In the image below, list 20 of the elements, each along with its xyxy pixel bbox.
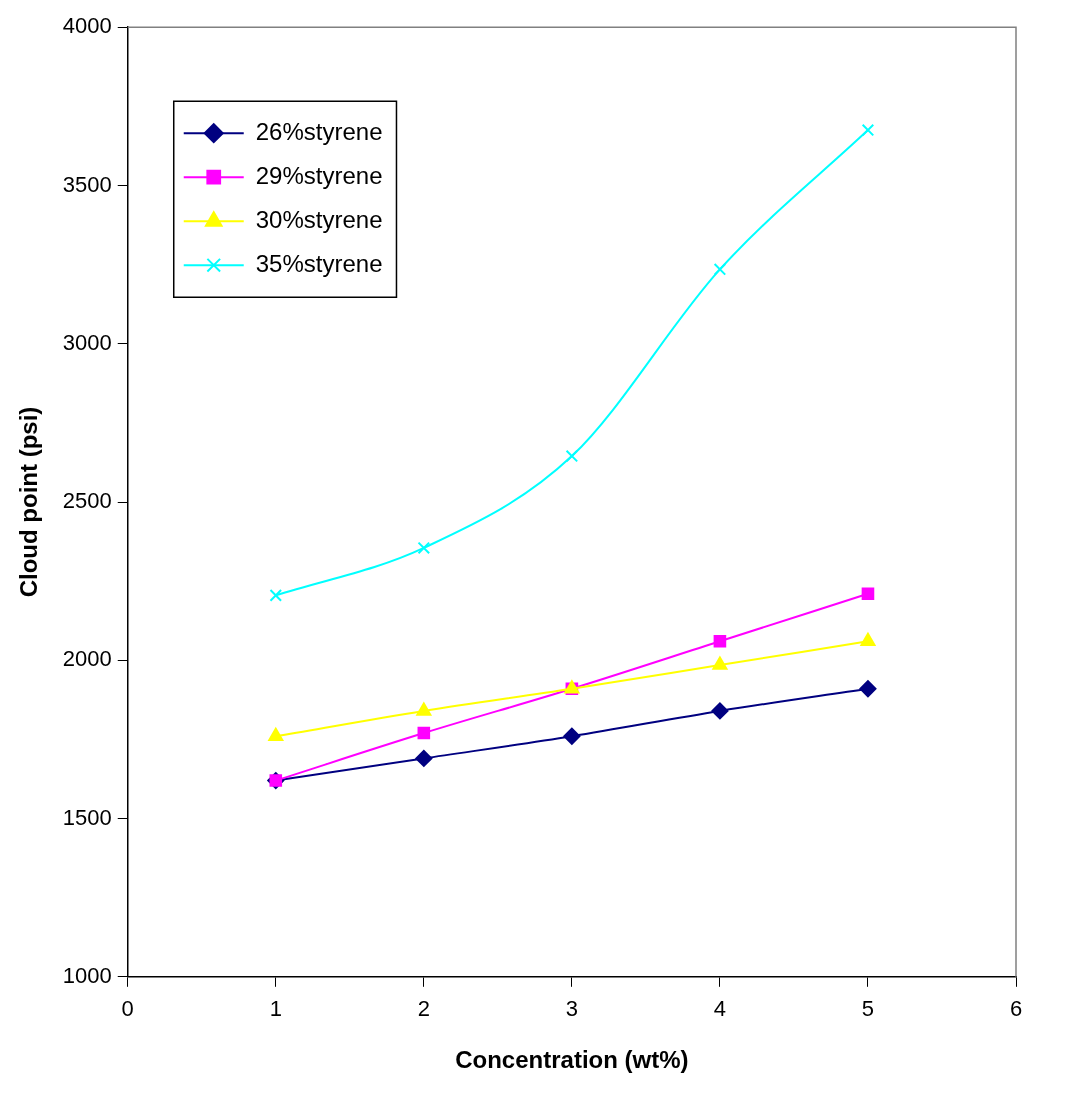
y-tick-label: 3500 xyxy=(62,171,112,197)
x-tick-label: 3 xyxy=(565,996,578,1022)
x-tick-label: 6 xyxy=(1009,996,1023,1022)
y-tick-label: 1500 xyxy=(62,804,112,830)
x-tick-label: 0 xyxy=(121,996,134,1022)
y-tick-label: 1000 xyxy=(62,962,112,988)
x-tick-label: 2 xyxy=(417,996,430,1022)
y-tick-label: 3000 xyxy=(62,329,112,355)
y-axis-title: Cloud point (psi) xyxy=(15,406,43,598)
x-tick-label: 1 xyxy=(269,996,282,1022)
legend-label: 35%styrene xyxy=(255,249,383,277)
y-tick-label: 2500 xyxy=(62,488,112,514)
legend-label: 30%styrene xyxy=(255,205,383,233)
x-axis-title: Concentration (wt%) xyxy=(455,1046,689,1074)
legend-label: 29%styrene xyxy=(255,161,383,189)
y-tick-label: 4000 xyxy=(62,13,112,39)
legend-label: 26%styrene xyxy=(255,117,383,145)
y-tick-label: 2000 xyxy=(62,646,112,672)
x-tick-label: 5 xyxy=(861,996,875,1022)
x-tick-label: 4 xyxy=(713,996,727,1022)
